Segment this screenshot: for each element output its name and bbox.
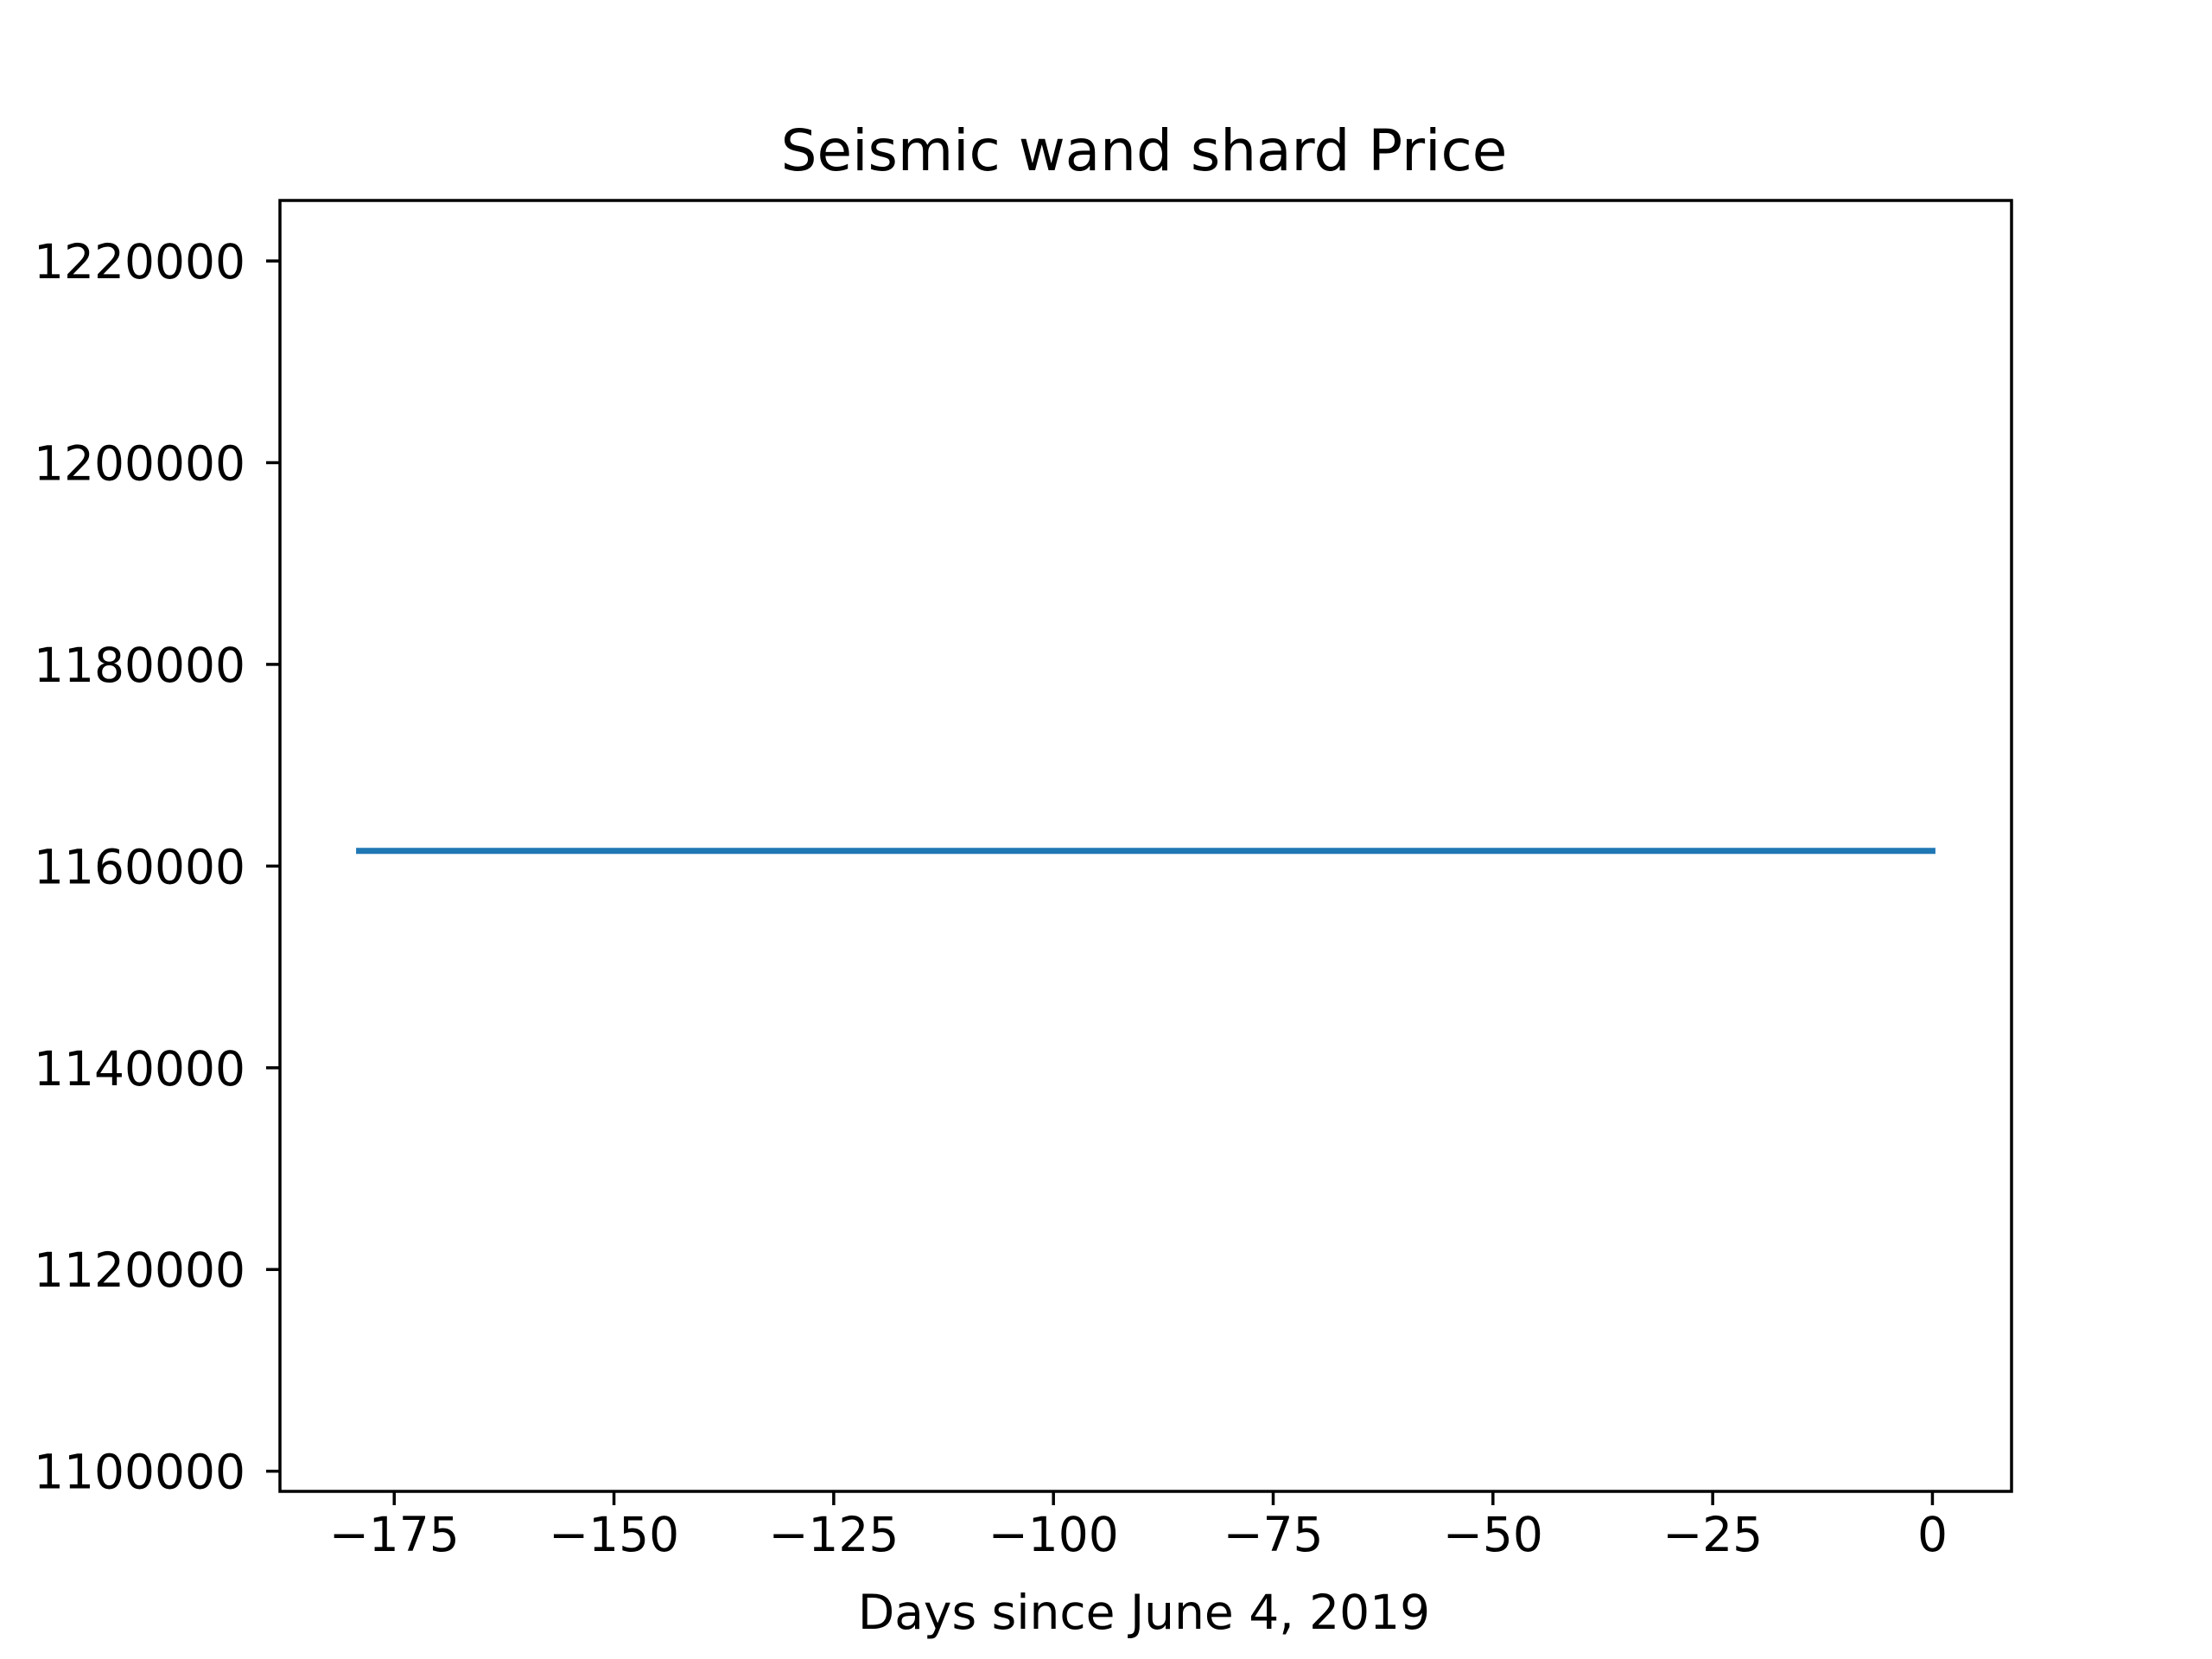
plot-frame: [278, 199, 2013, 1493]
x-axis-label: Days since June 4, 2019: [858, 1585, 1430, 1640]
x-tick-label: −75: [1223, 1507, 1323, 1562]
x-tick-label: −125: [768, 1507, 899, 1562]
y-tick-label: 1160000: [34, 839, 245, 894]
x-tick-label: −150: [549, 1507, 679, 1562]
y-tick-label: 1220000: [34, 234, 245, 289]
y-tick-label: 1100000: [34, 1445, 245, 1500]
x-axis: −175 −150 −125 −100 −75 −50 −25 0: [329, 1491, 1948, 1562]
y-tick-label: 1180000: [34, 638, 245, 693]
chart-title: Seismic wand shard Price: [781, 118, 1508, 184]
y-tick-label: 1120000: [34, 1243, 245, 1298]
x-tick-label: −25: [1662, 1507, 1763, 1562]
x-tick-label: −100: [988, 1507, 1119, 1562]
y-axis: 1100000 1120000 1140000 1160000 1180000 12000…: [34, 234, 280, 1500]
x-tick-label: 0: [1917, 1507, 1948, 1562]
x-tick-label: −50: [1443, 1507, 1543, 1562]
y-tick-label: 1140000: [34, 1041, 245, 1096]
y-tick-label: 1200000: [34, 435, 245, 491]
x-tick-label: −175: [329, 1507, 460, 1562]
